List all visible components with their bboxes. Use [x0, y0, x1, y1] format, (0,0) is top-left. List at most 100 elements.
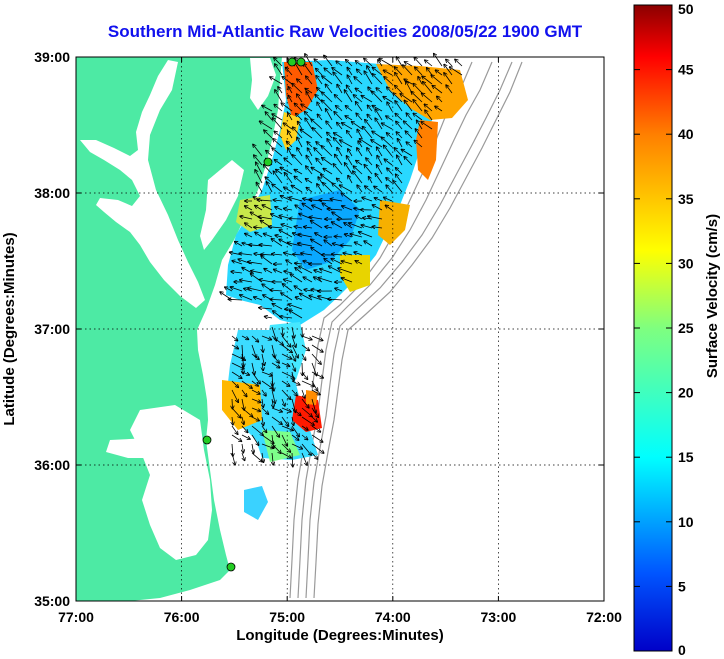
velocity-arrow	[273, 139, 283, 148]
velocity-arrow	[261, 425, 267, 432]
velocity-arrow	[248, 288, 263, 292]
velocity-arrow	[294, 170, 303, 175]
velocity-arrow	[406, 142, 413, 148]
velocity-arrow	[281, 380, 290, 386]
velocity-arrow	[300, 130, 313, 139]
velocity-arrow	[289, 197, 303, 202]
velocity-arrow	[361, 96, 373, 103]
velocity-arrow	[359, 232, 373, 238]
velocity-arrow	[334, 133, 343, 139]
velocity-arrow	[271, 425, 279, 437]
velocity-arrow	[281, 452, 291, 458]
velocity-arrow	[259, 280, 273, 283]
velocity-arrow	[271, 407, 282, 412]
velocity-arrow	[255, 206, 263, 211]
velocity-arrow	[301, 416, 314, 425]
velocity-arrow	[298, 234, 313, 238]
velocity-arrow	[240, 295, 253, 301]
velocity-arrow	[366, 158, 373, 166]
velocity-arrow	[342, 123, 353, 130]
velocity-arrow	[258, 217, 273, 220]
velocity-arrow	[305, 54, 313, 67]
velocity-arrow	[317, 114, 323, 121]
velocity-arrow	[376, 88, 383, 94]
velocity-arrow	[345, 116, 353, 121]
velocity-arrow	[255, 170, 263, 184]
velocity-arrow	[365, 120, 373, 130]
chart-title: Southern Mid-Atlantic Raw Velocities 200…	[107, 22, 583, 41]
velocity-arrow	[231, 389, 238, 402]
velocity-arrow	[340, 185, 353, 193]
velocity-arrow	[418, 77, 423, 85]
velocity-arrow	[311, 389, 320, 395]
velocity-arrow	[295, 205, 303, 211]
velocity-arrow	[347, 156, 353, 166]
velocity-arrow	[260, 121, 273, 130]
velocity-arrow	[313, 128, 323, 139]
velocity-arrow	[274, 131, 283, 139]
velocity-arrow	[432, 86, 443, 94]
velocity-arrow	[304, 227, 313, 228]
velocity-arrow	[252, 443, 254, 453]
velocity-arrow	[272, 148, 283, 157]
velocity-arrow	[288, 113, 293, 121]
velocity-arrow	[377, 156, 383, 166]
albemarle-sound	[106, 438, 170, 458]
velocity-arrow	[261, 256, 273, 265]
velocity-arrow	[273, 118, 283, 130]
velocity-arrow	[406, 113, 413, 121]
velocity-arrow	[289, 311, 303, 319]
velocity-arrow	[326, 121, 333, 130]
velocity-arrow	[357, 130, 363, 139]
velocity-arrow	[384, 159, 393, 166]
velocity-arrow	[373, 67, 383, 76]
velocity-arrow	[267, 182, 273, 193]
velocity-arrow	[425, 110, 433, 121]
velocity-arrow	[295, 104, 303, 112]
velocity-arrow	[395, 86, 403, 94]
velocity-arrow	[231, 434, 242, 441]
velocity-arrow	[255, 232, 263, 238]
velocity-arrow	[355, 216, 363, 220]
velocity-arrow	[386, 205, 393, 211]
velocity-arrow	[421, 122, 433, 130]
velocity-arrow	[240, 216, 253, 220]
delaware-bay	[250, 58, 276, 110]
velocity-vectors	[220, 54, 463, 467]
velocity-arrow	[292, 186, 303, 193]
velocity-arrow	[265, 112, 273, 121]
velocity-arrow	[379, 59, 393, 67]
velocity-arrow	[415, 129, 423, 139]
velocity-arrow	[356, 161, 363, 166]
colorbar-tick-label: 15	[678, 449, 694, 465]
velocity-arrow	[284, 187, 293, 193]
velocity-arrow	[248, 262, 263, 265]
velocity-arrow	[367, 115, 373, 121]
velocity-arrow	[346, 106, 353, 112]
velocity-arrow	[371, 140, 383, 148]
velocity-arrow	[306, 92, 313, 103]
velocity-arrow	[262, 344, 263, 352]
velocity-arrow	[327, 132, 333, 139]
velocity-arrow	[372, 227, 383, 228]
velocity-arrow	[257, 200, 273, 201]
velocity-arrow	[311, 362, 317, 376]
velocity-arrow	[404, 101, 413, 112]
velocity-arrow	[292, 416, 294, 425]
velocity-arrow	[301, 335, 312, 340]
velocity-arrow	[299, 266, 313, 274]
velocity-arrow	[383, 97, 393, 103]
velocity-arrow	[354, 77, 363, 85]
velocity-arrow	[284, 123, 293, 130]
velocity-arrow	[261, 389, 266, 396]
velocity-arrow	[270, 290, 283, 291]
velocity-arrow	[261, 434, 274, 443]
velocity-arrow	[311, 239, 323, 247]
velocity-arrow	[311, 452, 317, 459]
velocity-arrow	[241, 335, 249, 339]
velocity-arrow	[354, 95, 363, 103]
velocity-arrow	[275, 160, 283, 166]
velocity-arrow	[251, 344, 256, 357]
velocity-arrow	[291, 425, 299, 437]
